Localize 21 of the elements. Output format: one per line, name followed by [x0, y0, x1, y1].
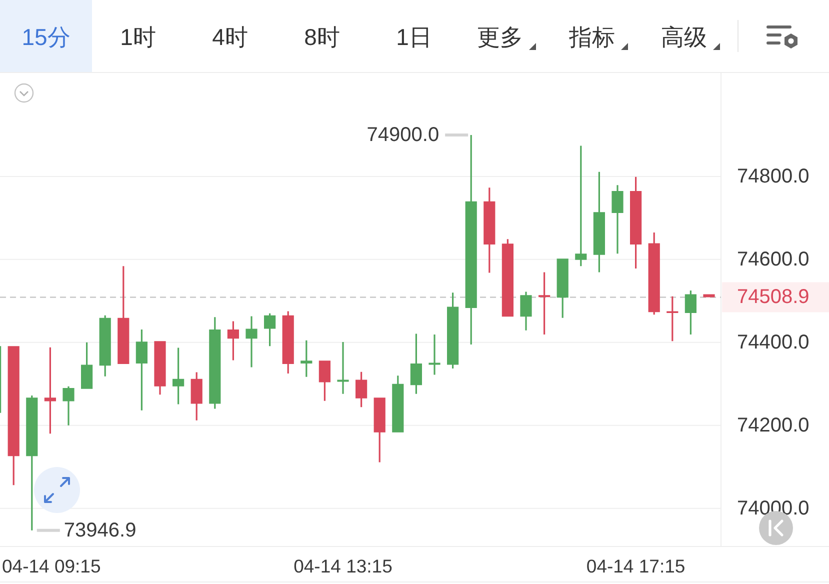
tab-label: 指标	[569, 24, 615, 50]
tab-label: 15分	[22, 24, 70, 50]
x-tick-label: 04-14 09:15	[2, 556, 101, 576]
annotation: 73946.9	[36, 519, 136, 542]
tab-label: 4时	[212, 24, 248, 50]
y-tick-label: 74800.0	[737, 165, 810, 188]
annotation: 74900.0	[366, 124, 440, 146]
y-tick-label: 74000.0	[737, 497, 810, 520]
tab-label: 高级	[661, 24, 707, 50]
tab-label: 8时	[304, 24, 340, 50]
ref-line-label: 74508.9	[737, 286, 810, 308]
y-tick-label: 74200.0	[737, 414, 810, 436]
y-tick-label: 74400.0	[737, 331, 810, 354]
annotation: 74900.0	[366, 124, 468, 146]
tab-label: 1日	[396, 24, 432, 50]
y-tick-label: 74600.0	[737, 248, 810, 270]
x-tick-label: 04-14 13:15	[294, 556, 392, 576]
x-tick-label: 04-14 17:15	[586, 556, 686, 576]
annotation: 73946.9	[64, 519, 136, 542]
tab-label: 更多	[477, 24, 523, 50]
tab-label: 1时	[120, 24, 156, 50]
